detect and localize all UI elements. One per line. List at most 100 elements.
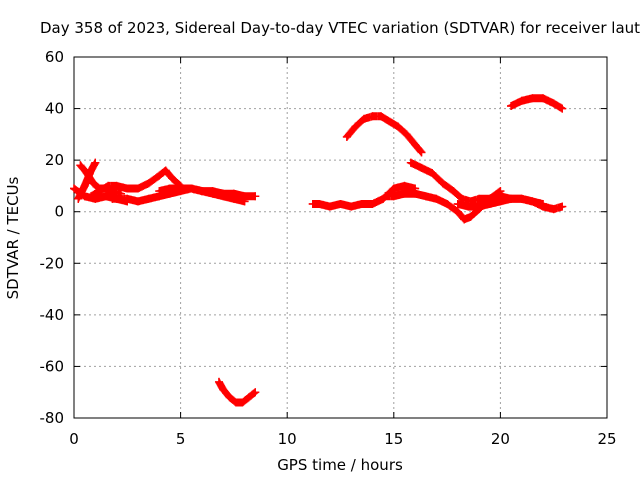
y-tick-label: 0 [54,203,64,221]
data-point [336,199,345,208]
x-tick-label: 25 [597,430,616,448]
data-point [165,184,174,193]
y-axis-label: SDTVAR / TECUs [4,176,22,299]
data-point [460,215,469,224]
data-point [123,194,132,203]
data-point [347,202,356,211]
data-point [539,202,548,211]
x-axis-label: GPS time / hours [277,456,403,474]
data-point [466,212,475,221]
data-point [528,197,537,206]
data-point [357,199,366,208]
x-tick-label: 10 [278,430,297,448]
data-point [144,179,153,188]
y-tick-label: -20 [40,254,65,272]
axis-ticks [73,56,608,419]
data-point [517,194,526,203]
data-point [315,199,324,208]
data-point [225,393,234,402]
series-arc-12 [453,194,567,214]
data-point [87,166,96,175]
data-point [251,388,260,397]
data-point [432,194,441,203]
data-point [381,192,390,201]
data-point [133,184,142,193]
data-point [485,199,494,208]
data-point [89,179,98,188]
data-point [475,194,484,203]
grid-lines [74,57,607,418]
data-point [539,94,548,103]
data-point [238,398,247,407]
data-point [475,202,484,211]
data-point [325,202,334,211]
data-point [155,171,164,180]
x-tick-label: 20 [491,430,510,448]
series-arc-9 [342,112,426,157]
data-point [549,99,558,108]
data-point [76,161,85,170]
y-tick-label: 20 [45,151,64,169]
data-point [528,94,537,103]
data-point [507,101,516,110]
plot-frame [73,56,608,419]
data-point [453,207,462,216]
data-point [402,130,411,139]
data-point [558,202,567,211]
series-arc-13 [507,94,567,113]
data-point [108,194,117,203]
series-arc-4 [87,166,185,201]
data-point [219,192,228,201]
data-point [240,197,249,206]
data-point [428,169,437,178]
data-point [385,117,394,126]
y-tick-label: -80 [40,409,65,427]
data-point [400,189,409,198]
y-tick-label: -60 [40,357,65,375]
data-point [91,158,100,167]
data-point [197,187,206,196]
data-point [406,158,415,167]
data-point [80,181,89,190]
chart-title: Day 358 of 2023, Sidereal Day-to-day VTE… [40,19,640,37]
data-point [359,114,368,123]
data-point [104,181,113,190]
data-point [517,96,526,105]
data-point [417,148,426,157]
data-point [244,393,253,402]
data-point [411,189,420,198]
data-point [168,174,177,183]
data-point [208,189,217,198]
data-point [87,192,96,201]
data-point [155,187,164,196]
data-point-marks [342,112,426,157]
data-point [464,202,473,211]
series-arc-6 [155,184,249,206]
data-point [443,199,452,208]
data-point [507,194,516,203]
data-point [389,184,398,193]
data-point [229,194,238,203]
data-point [144,194,153,203]
data-point [449,187,458,196]
data-point [74,194,83,203]
data-points [70,94,567,407]
data-point [377,112,386,121]
data-point [389,192,398,201]
data-point [417,163,426,172]
data-point [496,197,505,206]
series-arc-3 [74,158,100,203]
y-tick-label: -40 [40,306,65,324]
tick-labels: 0 5 10 15 20 25 -80 -60 -40 -20 0 20 40 60 [40,48,617,448]
data-point [368,199,377,208]
data-point [251,192,260,201]
data-point [95,187,104,196]
data-point [133,197,142,206]
data-point [351,122,360,131]
data-point [187,184,196,193]
data-point [342,132,351,141]
data-point [176,184,185,193]
data-point [438,179,447,188]
x-tick-label: 0 [69,430,79,448]
